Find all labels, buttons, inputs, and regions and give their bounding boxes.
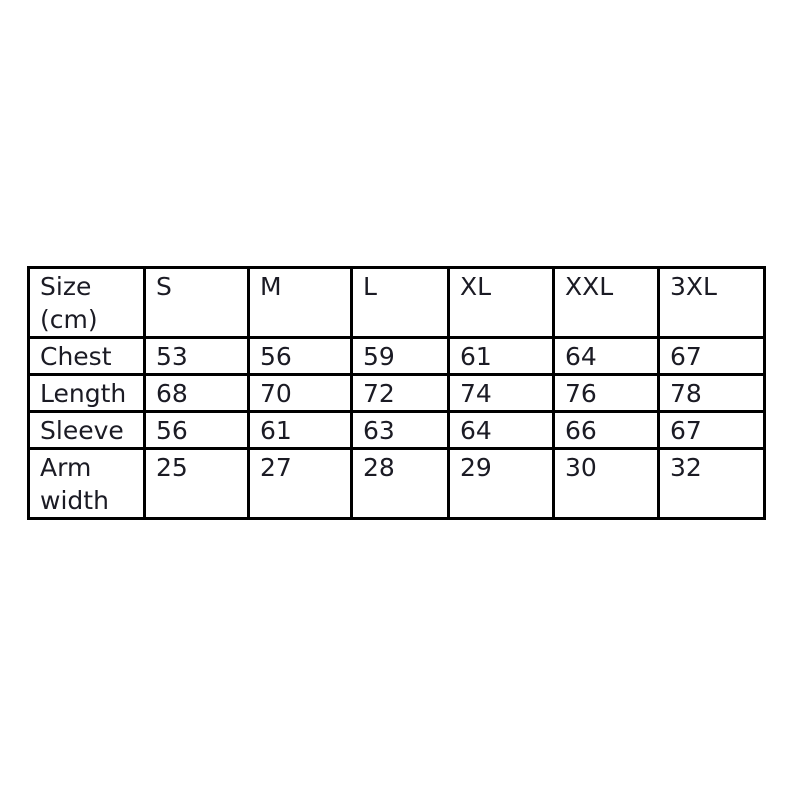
measurement-cell: 64 — [447, 410, 555, 450]
measurement-cell: 66 — [552, 410, 660, 450]
measurement-cell: 29 — [447, 447, 555, 520]
measurement-cell: 25 — [143, 447, 250, 520]
measurement-cell: 27 — [247, 447, 353, 520]
measurement-cell: 78 — [657, 373, 766, 413]
size-column-header-xxl: XXL — [552, 266, 660, 339]
row-label-length: Length — [27, 373, 146, 413]
row-label-sleeve: Sleeve — [27, 410, 146, 450]
size-column-header-s: S — [143, 266, 250, 339]
table-row-chest: Chest 53 56 59 61 64 67 — [27, 336, 766, 376]
table-row-sleeve: Sleeve 56 61 63 64 66 67 — [27, 410, 766, 450]
measurement-cell: 76 — [552, 373, 660, 413]
measurement-cell: 67 — [657, 336, 766, 376]
measurement-cell: 68 — [143, 373, 250, 413]
measurement-cell: 70 — [247, 373, 353, 413]
size-chart-table: Size (cm) S M L XL XXL 3XL Chest 53 56 5… — [27, 266, 766, 520]
measurement-cell: 59 — [350, 336, 450, 376]
size-column-header-3xl: 3XL — [657, 266, 766, 339]
measurement-cell: 64 — [552, 336, 660, 376]
measurement-cell: 67 — [657, 410, 766, 450]
table-row-arm-width: Arm width 25 27 28 29 30 32 — [27, 447, 766, 520]
measurement-cell: 61 — [247, 410, 353, 450]
measurement-cell: 63 — [350, 410, 450, 450]
measurement-cell: 32 — [657, 447, 766, 520]
measurement-cell: 30 — [552, 447, 660, 520]
header-row: Size (cm) S M L XL XXL 3XL — [27, 266, 766, 339]
size-unit-header: Size (cm) — [27, 266, 146, 339]
row-label-chest: Chest — [27, 336, 146, 376]
measurement-cell: 74 — [447, 373, 555, 413]
measurement-cell: 53 — [143, 336, 250, 376]
size-column-header-l: L — [350, 266, 450, 339]
table-row-length: Length 68 70 72 74 76 78 — [27, 373, 766, 413]
measurement-cell: 28 — [350, 447, 450, 520]
measurement-cell: 72 — [350, 373, 450, 413]
measurement-cell: 61 — [447, 336, 555, 376]
measurement-cell: 56 — [247, 336, 353, 376]
size-column-header-xl: XL — [447, 266, 555, 339]
measurement-cell: 56 — [143, 410, 250, 450]
size-column-header-m: M — [247, 266, 353, 339]
row-label-arm-width: Arm width — [27, 447, 146, 520]
